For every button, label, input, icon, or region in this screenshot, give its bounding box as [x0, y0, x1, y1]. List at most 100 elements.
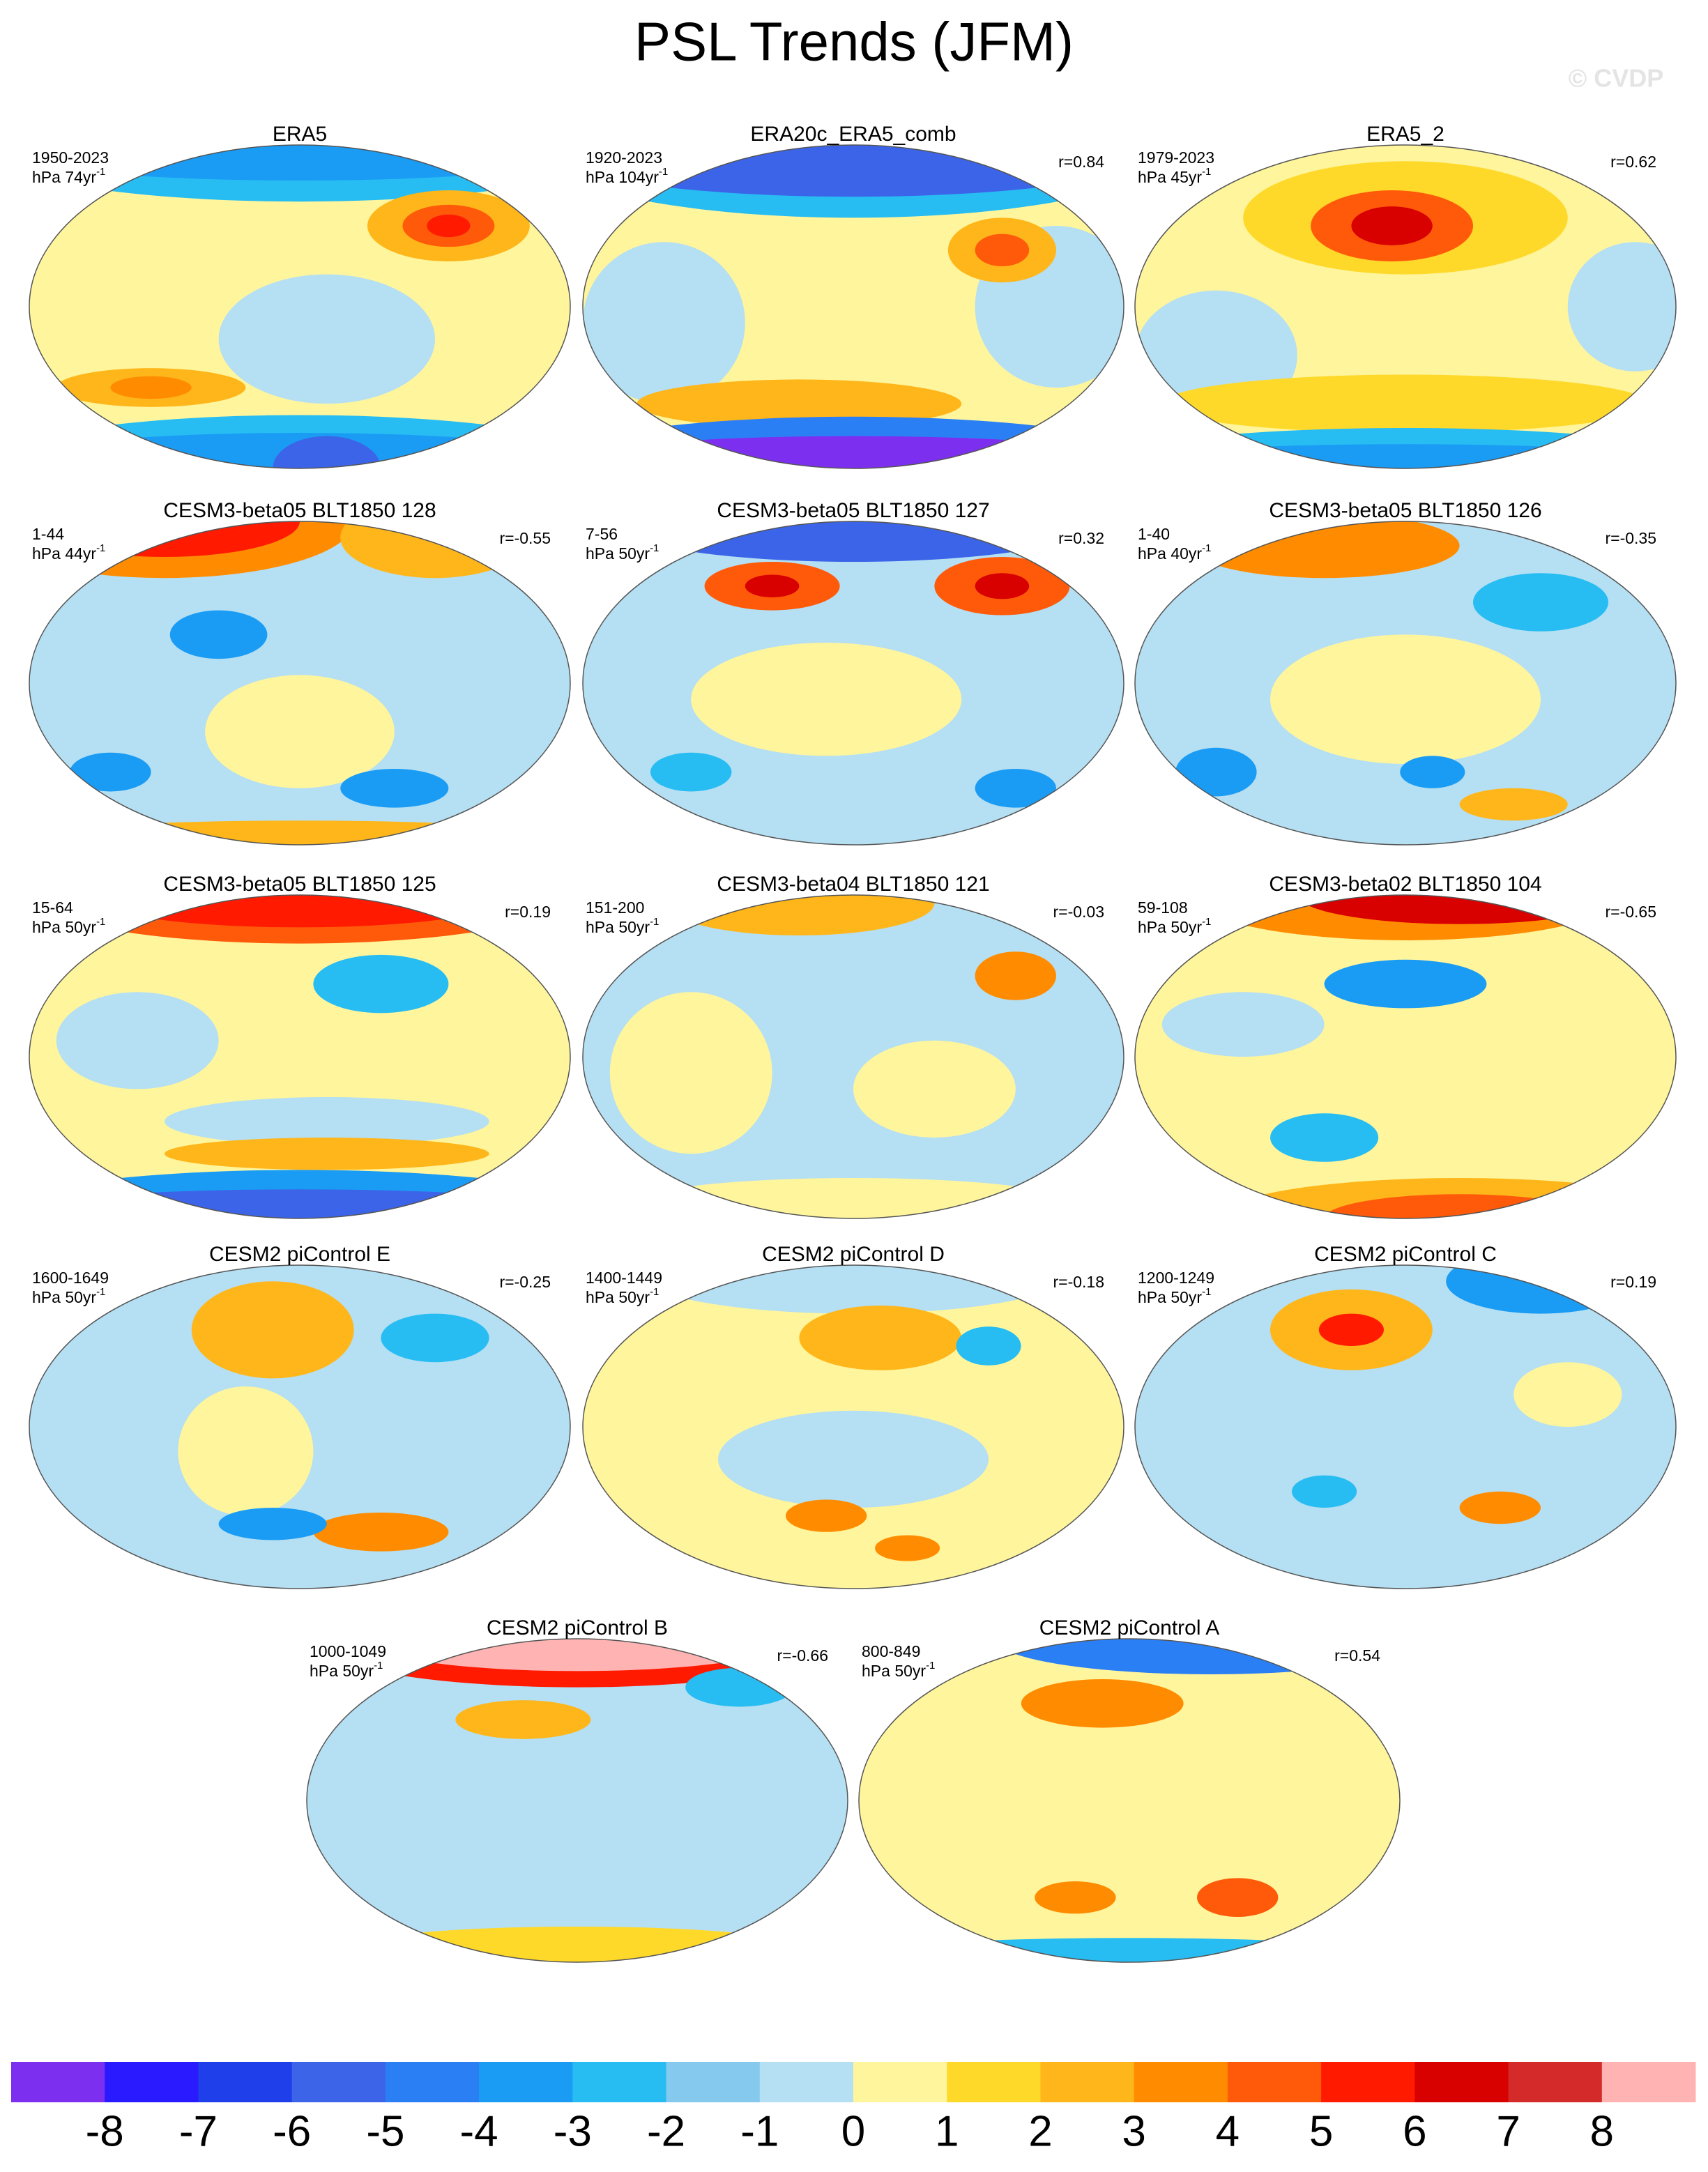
panel-units: hPa 50yr-1: [32, 916, 105, 936]
contour-region: [875, 1535, 940, 1561]
colorbar-box: [11, 2062, 105, 2102]
panel-correlation: r=-0.18: [1053, 1273, 1104, 1291]
contour-region: [718, 1410, 989, 1508]
contour-region: [650, 752, 732, 792]
colorbar-box: [479, 2062, 573, 2102]
panel-units: hPa 50yr-1: [310, 1660, 383, 1680]
colorbar-label: -8: [86, 2107, 124, 2155]
map-outline: [582, 1264, 1124, 1589]
contour-region: [786, 1499, 867, 1532]
panel-title: CESM3-beta05 BLT1850 128: [163, 499, 436, 522]
panel-units: hPa 45yr-1: [1138, 166, 1211, 186]
panel-correlation: r=-0.35: [1605, 529, 1656, 547]
panel-period: 1200-1249: [1138, 1269, 1214, 1287]
colorbar-label: 3: [1122, 2107, 1145, 2155]
panel-title: CESM2 piControl A: [1039, 1616, 1219, 1639]
units-text: hPa 50yr: [1138, 1288, 1202, 1306]
panel-period: 15-64: [32, 898, 73, 917]
contour-region: [975, 768, 1057, 808]
map-outline: [306, 1638, 848, 1963]
contour-region: [609, 992, 772, 1154]
units-text: hPa 50yr: [32, 918, 96, 936]
contour-region: [636, 1265, 1070, 1314]
contour-region: [1197, 1878, 1279, 1918]
panel-correlation: r=-0.65: [1605, 903, 1656, 921]
panel-correlation: r=-0.55: [499, 529, 551, 547]
contour-region: [1324, 959, 1487, 1009]
panel-correlation: r=-0.66: [777, 1646, 828, 1665]
panel-correlation: r=-0.03: [1053, 903, 1104, 921]
contour-region: [218, 1508, 327, 1540]
map-outline: [1134, 894, 1677, 1219]
contour-region: [191, 1281, 354, 1379]
map-field: [1135, 1265, 1676, 1589]
contour-region: [583, 242, 745, 404]
map-outline: [582, 894, 1124, 1219]
units-text: hPa 40yr: [1138, 544, 1202, 563]
colorbar-box: [385, 2062, 480, 2102]
figure-title: PSL Trends (JFM): [634, 11, 1074, 72]
contour-region: [169, 610, 268, 659]
map-outline: [582, 144, 1124, 469]
colorbar-label: -4: [460, 2107, 498, 2155]
colorbar-label: 5: [1309, 2107, 1333, 2155]
colorbar-box: [291, 2062, 386, 2102]
contour-region: [205, 675, 395, 788]
panel-title: ERA20c_ERA5_comb: [750, 123, 956, 146]
panel-units: hPa 50yr-1: [586, 542, 659, 563]
panel-units: hPa 50yr-1: [1138, 1286, 1211, 1306]
map-outline: [858, 1638, 1401, 1963]
contour-region: [164, 1138, 489, 1170]
watermark: © CVDP: [1569, 64, 1664, 93]
units-exponent: -1: [650, 916, 659, 928]
panel-period: 1400-1449: [586, 1269, 662, 1287]
panel-title: CESM3-beta05 BLT1850 127: [717, 499, 989, 522]
colorbar-box: [1415, 2062, 1509, 2102]
units-text: hPa 50yr: [1138, 918, 1202, 936]
contour-region: [1021, 1679, 1184, 1728]
panel-period: 1-44: [32, 525, 64, 543]
contour-region: [1189, 521, 1460, 579]
colorbar-box: [853, 2062, 947, 2102]
colorbar-label: -2: [647, 2107, 685, 2155]
contour-region: [799, 1306, 962, 1370]
contour-region: [1400, 756, 1465, 788]
contour-region: [1035, 1881, 1116, 1914]
contour-region: [1351, 206, 1433, 245]
colorbar-label: 6: [1403, 2107, 1426, 2155]
contour-region: [1161, 992, 1325, 1057]
panel-period: 151-200: [586, 898, 644, 917]
contour-region: [1175, 747, 1257, 797]
panel-title: CESM2 piControl E: [209, 1243, 390, 1266]
panel-title: CESM3-beta05 BLT1850 125: [163, 873, 436, 896]
contour-region: [455, 1700, 591, 1739]
colorbar-label: 1: [935, 2107, 959, 2155]
units-text: hPa 45yr: [1138, 168, 1202, 186]
panel-units: hPa 40yr-1: [1138, 542, 1211, 563]
contour-region: [56, 992, 219, 1089]
panel-period: 59-108: [1138, 898, 1188, 917]
contour-region: [340, 768, 449, 808]
panel-title: ERA5_2: [1366, 123, 1444, 146]
contour-region: [1135, 895, 1676, 1218]
contour-region: [685, 1667, 794, 1707]
contour-region: [164, 1097, 489, 1146]
panel-units: hPa 74yr-1: [32, 166, 105, 186]
panel-units: hPa 50yr-1: [1138, 916, 1211, 936]
colorbar-box: [1227, 2062, 1322, 2102]
colorbar-label: -3: [554, 2107, 592, 2155]
panel-units: hPa 50yr-1: [32, 1286, 105, 1306]
contour-region: [110, 376, 192, 399]
map-field: [583, 521, 1124, 845]
map-outline: [1134, 144, 1677, 469]
contour-region: [313, 1512, 449, 1552]
panel-period: 1600-1649: [32, 1269, 109, 1287]
